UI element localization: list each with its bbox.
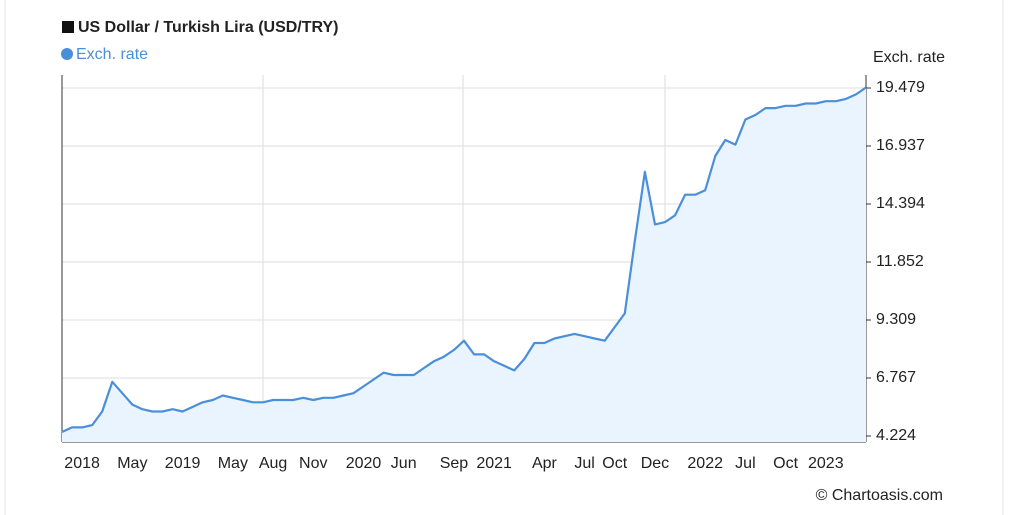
x-tick-label: 2022 xyxy=(687,455,723,472)
y-tick-label: 9.309 xyxy=(876,311,916,328)
x-tick-label: Jul xyxy=(574,455,594,472)
x-tick-label: 2019 xyxy=(165,455,201,472)
x-tick-label: Dec xyxy=(641,455,669,472)
y-axis-label: Exch. rate xyxy=(873,49,945,66)
x-tick-label: Sep xyxy=(440,455,469,472)
y-tick-label: 6.767 xyxy=(876,369,916,386)
chart-title: US Dollar / Turkish Lira (USD/TRY) xyxy=(78,19,338,36)
legend-label: Exch. rate xyxy=(76,46,148,63)
line xyxy=(61,86,867,433)
title-marker xyxy=(62,21,74,33)
x-tick-label: 2021 xyxy=(476,455,512,472)
x-tick-label: May xyxy=(218,455,248,472)
credit: © Chartoasis.com xyxy=(816,487,943,504)
x-tick-label: Jun xyxy=(391,455,417,472)
x-tick-label: 2023 xyxy=(808,455,844,472)
y-tick-label: 19.479 xyxy=(876,79,925,96)
x-tick-label: Jul xyxy=(735,455,755,472)
y-tick-label: 11.852 xyxy=(876,253,924,270)
x-tick-label: Nov xyxy=(299,455,327,472)
x-tick-label: Apr xyxy=(532,455,558,472)
legend-marker xyxy=(61,48,73,60)
x-tick-label: May xyxy=(117,455,147,472)
x-tick-label: 2020 xyxy=(346,455,382,472)
area xyxy=(62,87,866,442)
y-tick-label: 4.224 xyxy=(876,427,916,444)
x-tick-label: Aug xyxy=(259,455,287,472)
x-tick-label: Oct xyxy=(602,455,627,472)
y-tick-label: 16.937 xyxy=(876,137,925,154)
y-tick-label: 14.394 xyxy=(876,195,925,212)
x-tick-label: Oct xyxy=(773,455,798,472)
x-tick-label: 2018 xyxy=(64,455,100,472)
